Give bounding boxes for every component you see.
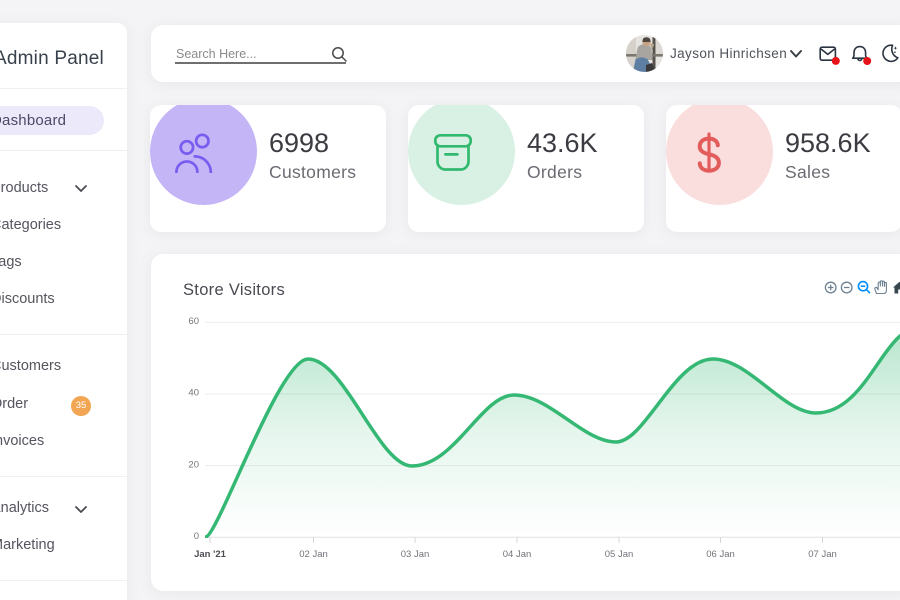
svg-text:20: 20 [188,459,199,470]
svg-text:07 Jan: 07 Jan [808,549,837,560]
svg-text:04 Jan: 04 Jan [503,549,532,560]
svg-text:02 Jan: 02 Jan [299,549,328,560]
svg-text:0: 0 [194,531,199,542]
svg-text:05 Jan: 05 Jan [605,549,634,560]
svg-text:Jan '21: Jan '21 [194,549,227,560]
svg-text:40: 40 [188,388,199,399]
svg-text:60: 60 [188,316,199,327]
svg-text:03 Jan: 03 Jan [401,549,430,560]
svg-text:06 Jan: 06 Jan [706,549,735,560]
